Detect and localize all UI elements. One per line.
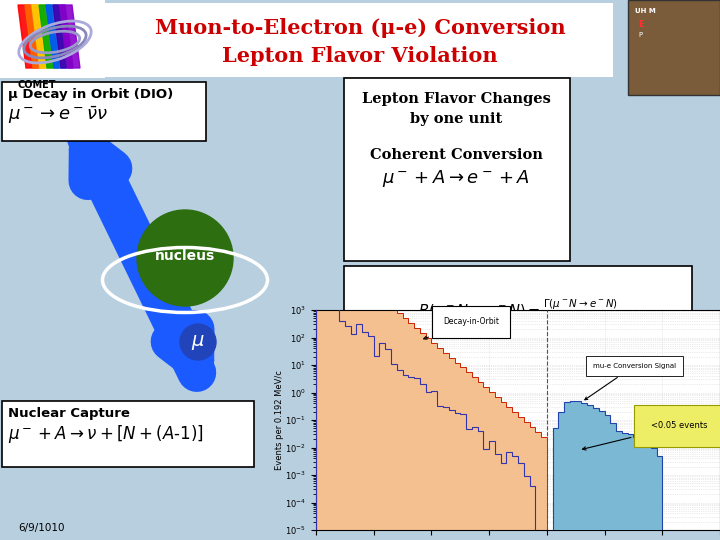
Text: Coherent Conversion: Coherent Conversion xyxy=(369,148,542,162)
Text: COMET: COMET xyxy=(18,80,56,90)
Polygon shape xyxy=(46,5,66,68)
Circle shape xyxy=(137,210,233,306)
Text: Muon-to-Electron (μ-e) Conversion: Muon-to-Electron (μ-e) Conversion xyxy=(155,18,565,38)
FancyBboxPatch shape xyxy=(2,82,206,141)
Text: <0.05 events: <0.05 events xyxy=(582,421,707,450)
Circle shape xyxy=(180,324,216,360)
Text: $\mu^-+ A \rightarrow\nu+ [N +(A\text{-}1)]$: $\mu^-+ A \rightarrow\nu+ [N +(A\text{-}… xyxy=(8,423,204,445)
Text: $B(\mu^- N \rightarrow e^- N) = \frac{\Gamma(\mu^- N \rightarrow e^- N)}{\Gamma(: $B(\mu^- N \rightarrow e^- N) = \frac{\G… xyxy=(418,297,618,327)
Text: $\mu$: $\mu$ xyxy=(191,333,205,352)
Text: nucleus: nucleus xyxy=(155,249,215,263)
Text: $\mu^-+ A \rightarrow e^-+ A$: $\mu^-+ A \rightarrow e^-+ A$ xyxy=(382,168,530,189)
Text: Lepton Flavor Violation: Lepton Flavor Violation xyxy=(222,46,498,66)
Y-axis label: Events per 0.192 MeV/c: Events per 0.192 MeV/c xyxy=(275,370,284,470)
FancyBboxPatch shape xyxy=(628,0,720,95)
Text: UH M: UH M xyxy=(635,8,656,14)
Polygon shape xyxy=(39,5,59,68)
Polygon shape xyxy=(60,5,80,68)
Text: $\mu^-\rightarrow e^- \bar{\nu}\nu$: $\mu^-\rightarrow e^- \bar{\nu}\nu$ xyxy=(8,104,108,126)
Text: Lepton Flavor Changes: Lepton Flavor Changes xyxy=(361,92,550,106)
Text: Decay-in-Orbit: Decay-in-Orbit xyxy=(423,318,499,339)
FancyBboxPatch shape xyxy=(2,401,254,467)
Text: 6/9/1010: 6/9/1010 xyxy=(18,523,65,533)
FancyBboxPatch shape xyxy=(344,78,570,261)
Polygon shape xyxy=(18,5,38,68)
Text: μ Decay in Orbit (DIO): μ Decay in Orbit (DIO) xyxy=(8,88,174,101)
Text: Nuclear Capture: Nuclear Capture xyxy=(8,407,130,420)
FancyBboxPatch shape xyxy=(105,3,613,77)
Text: E: E xyxy=(638,20,644,29)
FancyBboxPatch shape xyxy=(0,0,105,78)
Polygon shape xyxy=(53,5,73,68)
Text: P: P xyxy=(638,32,642,38)
FancyBboxPatch shape xyxy=(344,266,692,354)
Text: by one unit: by one unit xyxy=(410,112,502,126)
Polygon shape xyxy=(25,5,45,68)
Text: mu-e Conversion Signal: mu-e Conversion Signal xyxy=(585,363,676,400)
Polygon shape xyxy=(32,5,52,68)
